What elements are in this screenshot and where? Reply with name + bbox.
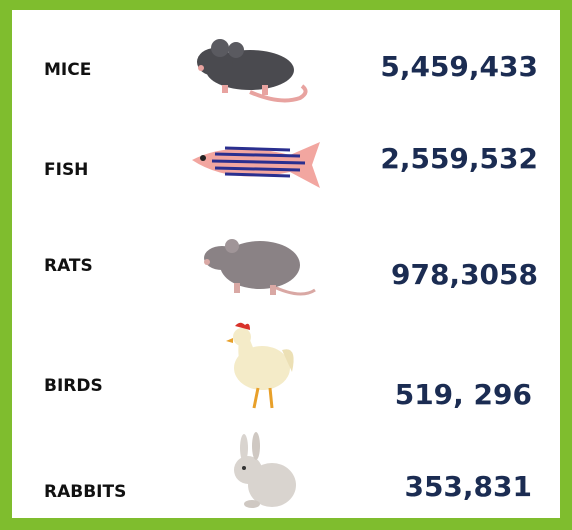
chicken-icon: [226, 322, 294, 409]
row-label: RATS: [44, 256, 93, 276]
row-label: FISH: [44, 160, 89, 180]
row-count: 519, 296: [394, 378, 532, 411]
row-count: 978,3058: [390, 258, 538, 291]
row-label: BIRDS: [44, 376, 103, 396]
rat-icon: [204, 239, 316, 296]
row-label: RABBITS: [44, 482, 127, 502]
mouse-icon: [197, 39, 308, 103]
rabbit-icon: [234, 432, 296, 508]
row-count: 353,831: [404, 470, 532, 503]
fish-icon: [192, 142, 320, 188]
row-label: MICE: [44, 60, 92, 80]
row-count: 5,459,433: [380, 50, 538, 83]
row-count: 2,559,532: [380, 142, 538, 175]
